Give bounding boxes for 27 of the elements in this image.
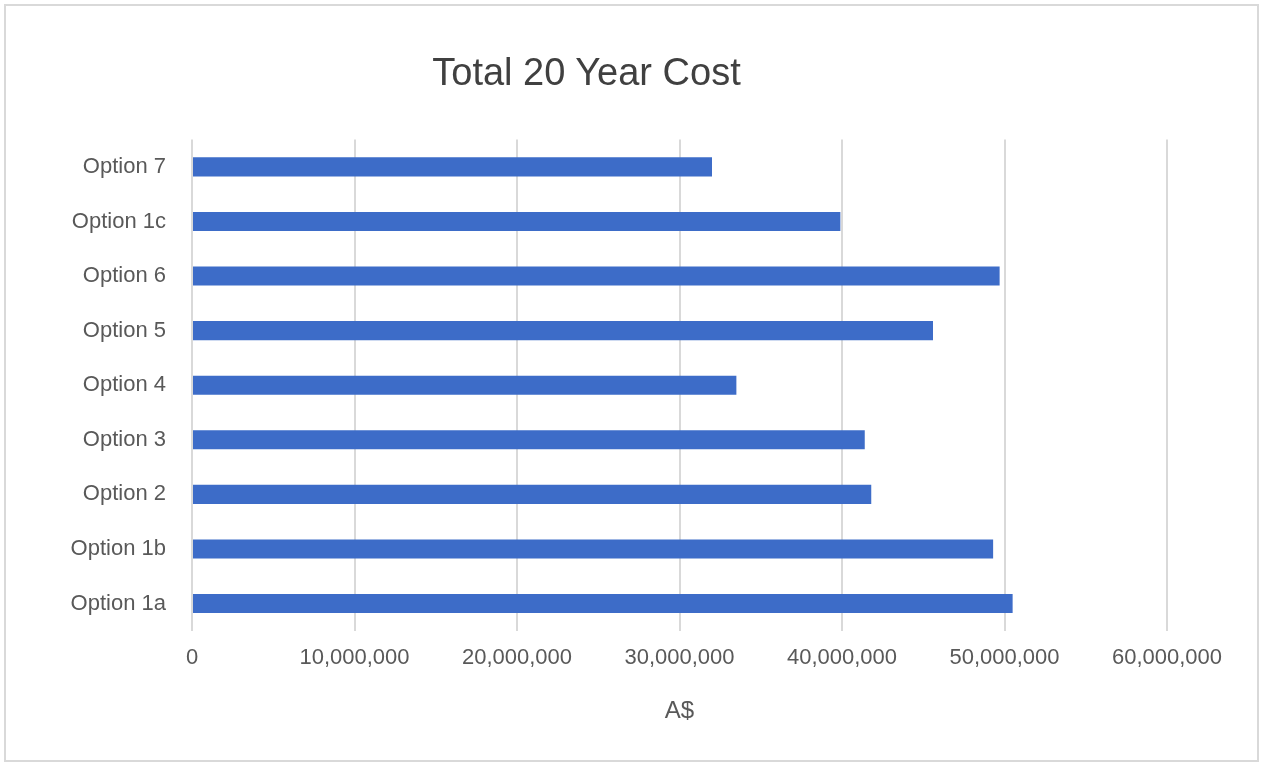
y-tick-label: Option 1a (70, 589, 167, 615)
y-tick-label: Option 6 (82, 262, 166, 288)
y-tick-label: Option 1c (71, 207, 166, 233)
x-axis-title: A$ (664, 696, 695, 724)
bar (193, 484, 872, 504)
x-tick-label: 10,000,000 (299, 644, 410, 670)
y-tick-label: Option 3 (82, 425, 166, 451)
bar (193, 593, 1013, 614)
bar (193, 321, 933, 341)
y-tick-label: Option 2 (82, 480, 166, 506)
x-tick-label: 30,000,000 (624, 644, 735, 670)
bar (193, 211, 841, 232)
bar (193, 157, 712, 177)
bar (193, 430, 865, 450)
x-tick-label: 60,000,000 (1111, 644, 1223, 670)
bar (193, 539, 994, 559)
y-tick-label: Option 5 (82, 316, 166, 342)
x-tick-label: 50,000,000 (949, 644, 1060, 670)
y-tick-label: Option 1b (70, 535, 166, 560)
x-tick-label: 40,000,000 (786, 644, 898, 670)
x-tick-label: 20,000,000 (461, 644, 573, 670)
bar (193, 375, 737, 395)
chart-title: Total 20 Year Cost (432, 51, 742, 94)
x-tick-label: 0 (185, 644, 199, 670)
bar (193, 266, 1000, 286)
y-tick-label: Option 4 (82, 371, 166, 397)
y-tick-label: Option 7 (82, 152, 166, 178)
